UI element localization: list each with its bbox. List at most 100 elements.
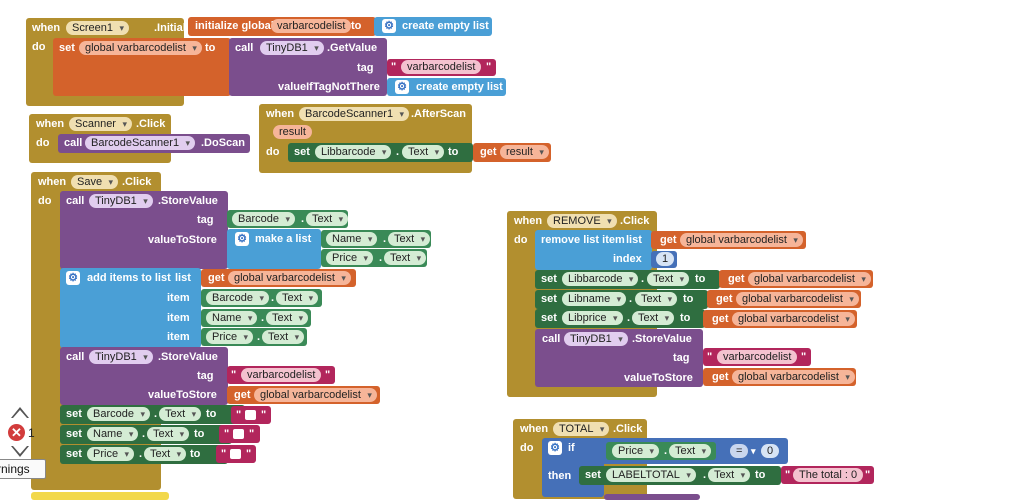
total-dropdown[interactable]: TOTAL: [553, 422, 610, 436]
get-global-block[interactable]: get global varbarcodelist: [703, 368, 856, 386]
text-prop-dropdown[interactable]: Text: [402, 145, 445, 159]
tag-text-block[interactable]: " varbarcodelist ": [227, 366, 335, 384]
global-var-dropdown[interactable]: global varbarcodelist: [228, 271, 351, 285]
set-price-text-block[interactable]: set Price . Text to: [60, 445, 228, 464]
remove-list-item-block[interactable]: remove list item list index: [535, 230, 652, 270]
zero-number-field[interactable]: 0: [761, 444, 780, 458]
empty-text-block[interactable]: " ": [216, 445, 256, 463]
set-barcode-text-block[interactable]: set Barcode . Text to: [60, 405, 245, 424]
empty-text-block[interactable]: " ": [219, 425, 260, 443]
text-prop-dropdown[interactable]: Text: [144, 447, 187, 461]
get-global-block[interactable]: get global varbarcodelist: [707, 290, 861, 308]
empty-text-field[interactable]: [230, 449, 241, 459]
text-prop-dropdown[interactable]: Text: [276, 291, 319, 305]
total-text-block[interactable]: " The total : 0 ": [781, 466, 874, 484]
text-prop-dropdown[interactable]: Text: [159, 407, 202, 421]
partial-block-bottom[interactable]: [604, 494, 700, 500]
make-a-list-block[interactable]: ⚙ make a list: [227, 229, 321, 269]
name-dropdown[interactable]: Name: [206, 311, 258, 325]
global-var-dropdown[interactable]: global varbarcodelist: [732, 370, 855, 384]
name-text-getter[interactable]: Name . Text: [321, 230, 431, 248]
error-icon[interactable]: ✕: [8, 424, 25, 441]
price-text-getter[interactable]: Price . Text: [606, 442, 716, 460]
name-dropdown[interactable]: Name: [326, 232, 378, 246]
price-dropdown[interactable]: Price: [87, 447, 135, 461]
global-var-dropdown[interactable]: global varbarcodelist: [732, 312, 855, 326]
create-empty-list-block[interactable]: ⚙ create empty list: [387, 78, 506, 96]
get-global-block[interactable]: get global varbarcodelist: [703, 310, 857, 328]
tag-text-value[interactable]: varbarcodelist: [241, 368, 322, 382]
index-number-block[interactable]: 1: [651, 251, 677, 268]
get-global-block[interactable]: get global varbarcodelist: [201, 269, 356, 287]
text-prop-dropdown[interactable]: Text: [632, 311, 675, 325]
name-text-getter[interactable]: Name . Text: [201, 309, 311, 327]
set-name-text-block[interactable]: set Name . Text to: [60, 425, 232, 444]
show-warnings-button[interactable]: rnings: [0, 459, 46, 479]
text-prop-dropdown[interactable]: Text: [266, 311, 309, 325]
libbarcode-dropdown[interactable]: Libbarcode: [562, 272, 639, 286]
get-global-block[interactable]: get global varbarcodelist: [651, 231, 806, 249]
equals-operator-dropdown[interactable]: =: [730, 444, 749, 458]
price-dropdown[interactable]: Price: [206, 330, 254, 344]
gear-icon[interactable]: ⚙: [382, 19, 396, 33]
text-prop-dropdown[interactable]: Text: [388, 232, 431, 246]
partial-block-bottom[interactable]: [31, 492, 169, 500]
get-global-block[interactable]: get global varbarcodelist: [227, 386, 380, 404]
result-param[interactable]: result: [273, 125, 312, 139]
text-prop-dropdown[interactable]: Text: [306, 212, 349, 226]
set-labeltotal-block[interactable]: set LABELTOTAL . Text to: [579, 466, 781, 485]
global-var-dropdown[interactable]: global varbarcodelist: [254, 388, 377, 402]
text-prop-dropdown[interactable]: Text: [384, 251, 427, 265]
text-prop-dropdown[interactable]: Text: [635, 292, 678, 306]
text-prop-dropdown[interactable]: Text: [262, 330, 305, 344]
price-text-getter[interactable]: Price . Text: [201, 328, 307, 346]
gear-icon[interactable]: ⚙: [235, 232, 249, 246]
total-text-value[interactable]: The total : 0: [793, 468, 864, 482]
set-libname-block[interactable]: set Libname . Text to: [535, 290, 708, 309]
set-libprice-block[interactable]: set Libprice . Text to: [535, 309, 705, 328]
set-global-block[interactable]: set global varbarcodelist to: [53, 38, 231, 96]
screen1-dropdown[interactable]: Screen1: [66, 21, 129, 35]
storevalue-call-block[interactable]: call TinyDB1 .StoreValue tag valueToStor…: [60, 191, 228, 269]
libname-dropdown[interactable]: Libname: [562, 292, 627, 306]
getvalue-call-block[interactable]: call TinyDB1 .GetValue tag valueIfTagNot…: [229, 38, 387, 96]
empty-text-field[interactable]: [245, 410, 256, 420]
set-libbarcode-block[interactable]: set Libbarcode . Text to: [535, 270, 720, 289]
tag-text-value[interactable]: varbarcodelist: [717, 350, 798, 364]
zero-number-block[interactable]: 0: [757, 443, 780, 460]
index-number-field[interactable]: 1: [656, 252, 675, 266]
tinydb-dropdown[interactable]: TinyDB1: [89, 194, 153, 208]
barcode-dropdown[interactable]: Barcode: [87, 407, 150, 421]
global-name-field[interactable]: varbarcodelist: [271, 19, 352, 33]
gear-icon[interactable]: ⚙: [66, 271, 80, 285]
global-var-dropdown[interactable]: global varbarcodelist: [736, 292, 859, 306]
set-libbarcode-block[interactable]: set Libbarcode . Text to: [288, 143, 473, 162]
get-global-block[interactable]: get global varbarcodelist: [719, 270, 873, 288]
text-prop-dropdown[interactable]: Text: [647, 272, 690, 286]
price-dropdown[interactable]: Price: [612, 444, 660, 458]
text-prop-dropdown[interactable]: Text: [708, 468, 751, 482]
storevalue-call-block[interactable]: call TinyDB1 .StoreValue tag valueToStor…: [535, 329, 703, 387]
tinydb-dropdown[interactable]: TinyDB1: [89, 350, 153, 364]
text-prop-dropdown[interactable]: Text: [669, 444, 712, 458]
barcode-dropdown[interactable]: Barcode: [232, 212, 295, 226]
gear-icon[interactable]: ⚙: [548, 441, 562, 455]
initialize-global-block[interactable]: initialize global varbarcodelist to: [188, 17, 376, 36]
result-dropdown[interactable]: result: [500, 145, 549, 159]
global-var-dropdown[interactable]: global varbarcodelist: [680, 233, 803, 247]
save-dropdown[interactable]: Save: [71, 175, 119, 189]
afterscan-block[interactable]: when BarcodeScanner1 .AfterScan result d…: [259, 104, 472, 173]
libbarcode-dropdown[interactable]: Libbarcode: [315, 145, 392, 159]
labeltotal-dropdown[interactable]: LABELTOTAL: [606, 468, 696, 482]
barcodescanner-dropdown[interactable]: BarcodeScanner1: [85, 136, 196, 150]
libprice-dropdown[interactable]: Libprice: [562, 311, 623, 325]
add-items-to-list-block[interactable]: ⚙ add items to list list item item item: [60, 268, 201, 348]
barcode-text-getter[interactable]: Barcode . Text: [227, 210, 349, 228]
remove-dropdown[interactable]: REMOVE: [547, 214, 617, 228]
create-empty-list-block[interactable]: ⚙ create empty list: [374, 17, 492, 36]
scanner-dropdown[interactable]: Scanner: [69, 117, 132, 131]
tag-text-value[interactable]: varbarcodelist: [401, 60, 482, 74]
global-var-dropdown[interactable]: global varbarcodelist: [79, 41, 202, 55]
get-result-block[interactable]: get result: [473, 143, 551, 162]
empty-text-block[interactable]: " ": [231, 406, 271, 424]
